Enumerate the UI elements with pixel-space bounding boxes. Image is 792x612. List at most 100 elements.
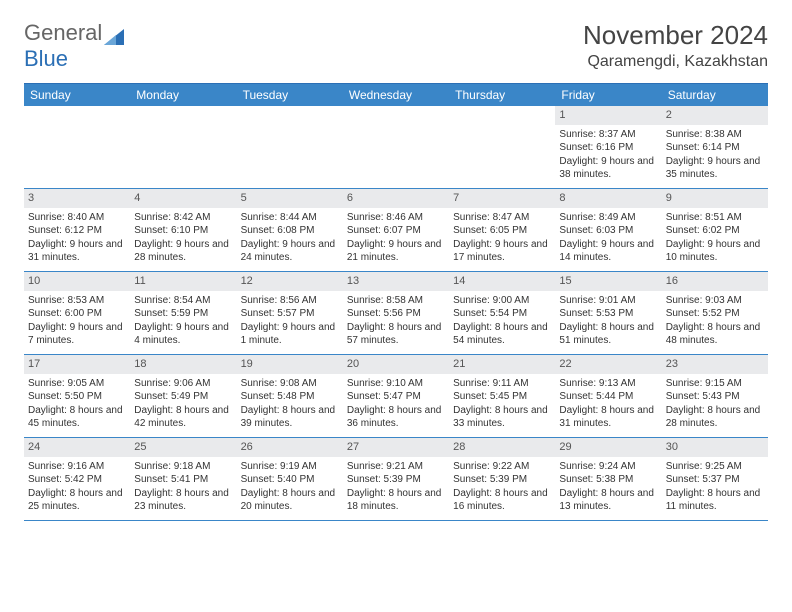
daylight-text: Daylight: 9 hours and 31 minutes.	[28, 238, 126, 265]
calendar-week-row: 1Sunrise: 8:37 AMSunset: 6:16 PMDaylight…	[24, 106, 768, 189]
calendar-day-cell	[130, 106, 236, 188]
calendar-day-cell: 18Sunrise: 9:06 AMSunset: 5:49 PMDayligh…	[130, 355, 236, 437]
day-number: 11	[130, 272, 236, 291]
sunrise-text: Sunrise: 9:05 AM	[28, 377, 126, 391]
sunset-text: Sunset: 6:12 PM	[28, 224, 126, 238]
day-number: 27	[343, 438, 449, 457]
calendar-day-cell: 11Sunrise: 8:54 AMSunset: 5:59 PMDayligh…	[130, 272, 236, 354]
day-number: 19	[237, 355, 343, 374]
sunrise-text: Sunrise: 9:21 AM	[347, 460, 445, 474]
daylight-text: Daylight: 8 hours and 11 minutes.	[666, 487, 764, 514]
calendar-header-cell: Wednesday	[343, 84, 449, 106]
sunset-text: Sunset: 6:02 PM	[666, 224, 764, 238]
header: General November 2024 Qaramengdi, Kazakh…	[24, 20, 768, 71]
sunset-text: Sunset: 6:08 PM	[241, 224, 339, 238]
day-number: 3	[24, 189, 130, 208]
sunrise-text: Sunrise: 9:25 AM	[666, 460, 764, 474]
day-number: 23	[662, 355, 768, 374]
page-title: November 2024	[583, 20, 768, 51]
day-number: 22	[555, 355, 661, 374]
daylight-text: Daylight: 9 hours and 38 minutes.	[559, 155, 657, 182]
calendar-day-cell	[24, 106, 130, 188]
daylight-text: Daylight: 8 hours and 33 minutes.	[453, 404, 551, 431]
sunrise-text: Sunrise: 9:00 AM	[453, 294, 551, 308]
title-block: November 2024 Qaramengdi, Kazakhstan	[583, 20, 768, 71]
daylight-text: Daylight: 8 hours and 54 minutes.	[453, 321, 551, 348]
sunset-text: Sunset: 5:54 PM	[453, 307, 551, 321]
calendar-day-cell: 22 Sunrise: 9:13 AMSunset: 5:44 PMDayligh…	[555, 355, 661, 437]
daylight-text: Daylight: 8 hours and 25 minutes.	[28, 487, 126, 514]
sunset-text: Sunset: 5:52 PM	[666, 307, 764, 321]
calendar-week-row: 3Sunrise: 8:40 AMSunset: 6:12 PMDaylight…	[24, 189, 768, 272]
sunset-text: Sunset: 5:56 PM	[347, 307, 445, 321]
day-number: 13	[343, 272, 449, 291]
calendar-day-cell	[237, 106, 343, 188]
calendar-day-cell: 23Sunrise: 9:15 AMSunset: 5:43 PMDayligh…	[662, 355, 768, 437]
calendar-day-cell: 13Sunrise: 8:58 AMSunset: 5:56 PMDayligh…	[343, 272, 449, 354]
daylight-text: Daylight: 9 hours and 28 minutes.	[134, 238, 232, 265]
sunset-text: Sunset: 5:48 PM	[241, 390, 339, 404]
day-number: 8	[555, 189, 661, 208]
sunrise-text: Sunrise: 8:38 AM	[666, 128, 764, 142]
daylight-text: Daylight: 8 hours and 39 minutes.	[241, 404, 339, 431]
calendar-day-cell: 6Sunrise: 8:46 AMSunset: 6:07 PMDaylight…	[343, 189, 449, 271]
sunrise-text: Sunrise: 9:15 AM	[666, 377, 764, 391]
sunset-text: Sunset: 6:05 PM	[453, 224, 551, 238]
daylight-text: Daylight: 8 hours and 45 minutes.	[28, 404, 126, 431]
calendar-day-cell: 21Sunrise: 9:11 AMSunset: 5:45 PMDayligh…	[449, 355, 555, 437]
calendar-day-cell: 5Sunrise: 8:44 AMSunset: 6:08 PMDaylight…	[237, 189, 343, 271]
day-number: 26	[237, 438, 343, 457]
sunrise-text: Sunrise: 8:40 AM	[28, 211, 126, 225]
sunrise-text: Sunrise: 9:03 AM	[666, 294, 764, 308]
sunset-text: Sunset: 5:39 PM	[453, 473, 551, 487]
sunset-text: Sunset: 5:37 PM	[666, 473, 764, 487]
daylight-text: Daylight: 9 hours and 24 minutes.	[241, 238, 339, 265]
day-number: 16	[662, 272, 768, 291]
sunrise-text: Sunrise: 8:56 AM	[241, 294, 339, 308]
sunrise-text: Sunrise: 8:51 AM	[666, 211, 764, 225]
calendar-week-row: 17Sunrise: 9:05 AMSunset: 5:50 PMDayligh…	[24, 355, 768, 438]
sunrise-text: Sunrise: 9:10 AM	[347, 377, 445, 391]
calendar-day-cell: 9 Sunrise: 8:51 AMSunset: 6:02 PMDaylight…	[662, 189, 768, 271]
sunrise-text: Sunrise: 9:19 AM	[241, 460, 339, 474]
calendar-day-cell: 27Sunrise: 9:21 AMSunset: 5:39 PMDayligh…	[343, 438, 449, 520]
sunrise-text: Sunrise: 8:42 AM	[134, 211, 232, 225]
sunrise-text: Sunrise: 8:54 AM	[134, 294, 232, 308]
calendar-day-cell: 26 Sunrise: 9:19 AMSunset: 5:40 PMDayligh…	[237, 438, 343, 520]
calendar-day-cell: 25Sunrise: 9:18 AMSunset: 5:41 PMDayligh…	[130, 438, 236, 520]
day-number: 6	[343, 189, 449, 208]
sunrise-text: Sunrise: 8:53 AM	[28, 294, 126, 308]
sunset-text: Sunset: 6:03 PM	[559, 224, 657, 238]
day-number: 9	[662, 189, 768, 208]
sunset-text: Sunset: 5:41 PM	[134, 473, 232, 487]
sunrise-text: Sunrise: 8:49 AM	[559, 211, 657, 225]
sunset-text: Sunset: 5:44 PM	[559, 390, 657, 404]
sunrise-text: Sunrise: 9:13 AM	[559, 377, 657, 391]
daylight-text: Daylight: 8 hours and 57 minutes.	[347, 321, 445, 348]
sunset-text: Sunset: 5:42 PM	[28, 473, 126, 487]
calendar-day-cell: 29Sunrise: 9:24 AMSunset: 5:38 PMDayligh…	[555, 438, 661, 520]
calendar-day-cell: 1Sunrise: 8:37 AMSunset: 6:16 PMDaylight…	[555, 106, 661, 188]
daylight-text: Daylight: 9 hours and 1 minute.	[241, 321, 339, 348]
daylight-text: Daylight: 9 hours and 10 minutes.	[666, 238, 764, 265]
daylight-text: Daylight: 8 hours and 42 minutes.	[134, 404, 232, 431]
sunrise-text: Sunrise: 9:16 AM	[28, 460, 126, 474]
calendar-day-cell: 19Sunrise: 9:08 AMSunset: 5:48 PMDayligh…	[237, 355, 343, 437]
sunset-text: Sunset: 5:40 PM	[241, 473, 339, 487]
day-number: 21	[449, 355, 555, 374]
calendar-header-row: SundayMondayTuesdayWednesdayThursdayFrid…	[24, 83, 768, 106]
sunrise-text: Sunrise: 8:47 AM	[453, 211, 551, 225]
sunset-text: Sunset: 6:10 PM	[134, 224, 232, 238]
sunrise-text: Sunrise: 9:22 AM	[453, 460, 551, 474]
daylight-text: Daylight: 8 hours and 20 minutes.	[241, 487, 339, 514]
sunrise-text: Sunrise: 8:46 AM	[347, 211, 445, 225]
day-number: 20	[343, 355, 449, 374]
day-number: 4	[130, 189, 236, 208]
calendar-day-cell: 14Sunrise: 9:00 AMSunset: 5:54 PMDayligh…	[449, 272, 555, 354]
sunrise-text: Sunrise: 8:44 AM	[241, 211, 339, 225]
calendar-week-row: 24Sunrise: 9:16 AMSunset: 5:42 PMDayligh…	[24, 438, 768, 521]
sunrise-text: Sunrise: 9:06 AM	[134, 377, 232, 391]
daylight-text: Daylight: 8 hours and 31 minutes.	[559, 404, 657, 431]
day-number: 24	[24, 438, 130, 457]
triangle-icon	[104, 25, 124, 41]
